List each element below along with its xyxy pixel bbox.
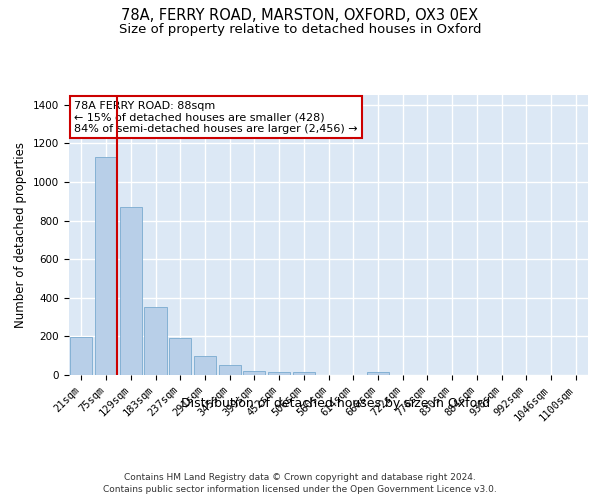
- Bar: [70, 338, 92, 375]
- Bar: [119, 207, 142, 375]
- Bar: [169, 338, 191, 375]
- Text: Contains public sector information licensed under the Open Government Licence v3: Contains public sector information licen…: [103, 485, 497, 494]
- Bar: [95, 157, 117, 375]
- Bar: [268, 372, 290, 375]
- Text: Contains HM Land Registry data © Crown copyright and database right 2024.: Contains HM Land Registry data © Crown c…: [124, 472, 476, 482]
- Bar: [367, 372, 389, 375]
- Bar: [243, 371, 265, 375]
- Bar: [293, 372, 315, 375]
- Bar: [194, 356, 216, 375]
- Text: Distribution of detached houses by size in Oxford: Distribution of detached houses by size …: [181, 398, 491, 410]
- Bar: [145, 308, 167, 375]
- Bar: [218, 366, 241, 375]
- Text: 78A, FERRY ROAD, MARSTON, OXFORD, OX3 0EX: 78A, FERRY ROAD, MARSTON, OXFORD, OX3 0E…: [121, 8, 479, 22]
- Y-axis label: Number of detached properties: Number of detached properties: [14, 142, 28, 328]
- Text: Size of property relative to detached houses in Oxford: Size of property relative to detached ho…: [119, 22, 481, 36]
- Text: 78A FERRY ROAD: 88sqm
← 15% of detached houses are smaller (428)
84% of semi-det: 78A FERRY ROAD: 88sqm ← 15% of detached …: [74, 100, 358, 134]
